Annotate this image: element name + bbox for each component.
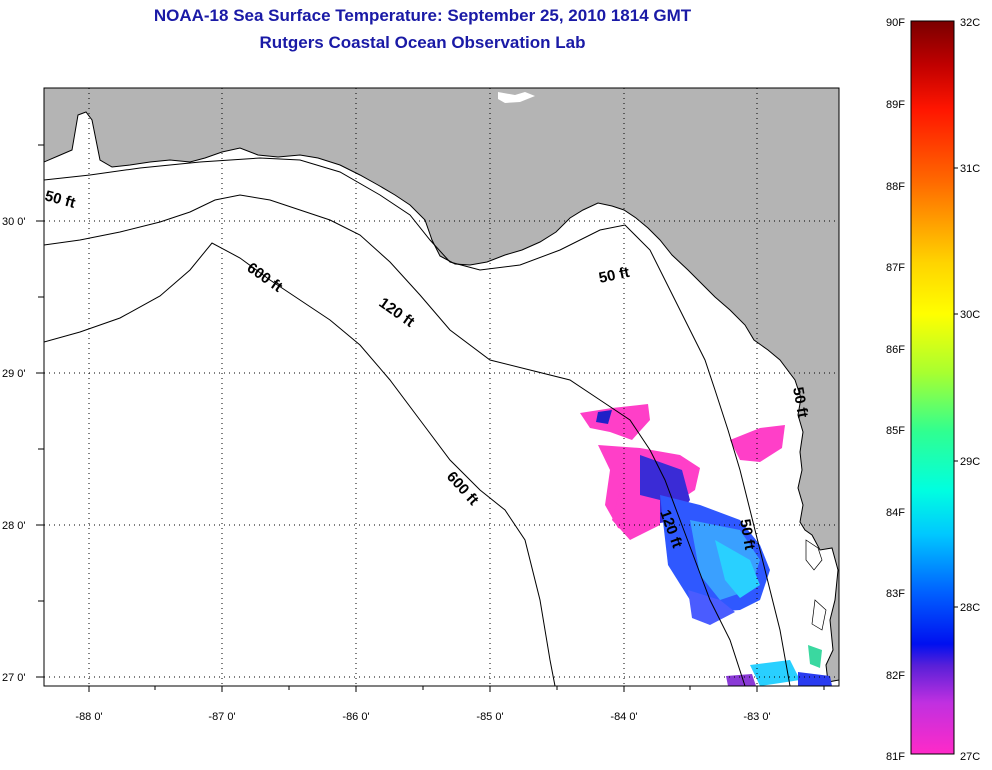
map-subtitle: Rutgers Coastal Ocean Observation Lab xyxy=(259,33,586,52)
lat-label: 29 0' xyxy=(2,368,26,380)
bay xyxy=(805,539,823,571)
lon-label: -85 0' xyxy=(476,711,503,723)
contour-label: 50 ft xyxy=(736,518,758,551)
lat-label: 27 0' xyxy=(2,672,26,684)
bay xyxy=(811,599,827,631)
map-title: NOAA-18 Sea Surface Temperature: Septemb… xyxy=(153,6,692,25)
lon-label: -87 0' xyxy=(208,711,235,723)
lake xyxy=(498,92,535,103)
longitude-labels: -88 0' -87 0' -86 0' -85 0' -84 0' -83 0… xyxy=(75,711,770,723)
lat-label: 28 0' xyxy=(2,520,26,532)
lon-label: -86 0' xyxy=(342,711,369,723)
land-mass xyxy=(44,88,839,683)
latitude-labels: 30 0' 29 0' 28 0' 27 0' xyxy=(2,216,26,684)
contour-label: 50 ft xyxy=(789,386,811,419)
contour-label: 50 ft xyxy=(597,264,631,287)
sst-data xyxy=(580,404,832,686)
bathymetry-contours xyxy=(44,157,791,686)
lat-label: 30 0' xyxy=(2,216,26,228)
map-frame xyxy=(43,87,840,687)
lon-label: -88 0' xyxy=(75,711,102,723)
lon-label: -83 0' xyxy=(743,711,770,723)
axis-ticks xyxy=(36,144,825,692)
lon-label: -84 0' xyxy=(610,711,637,723)
